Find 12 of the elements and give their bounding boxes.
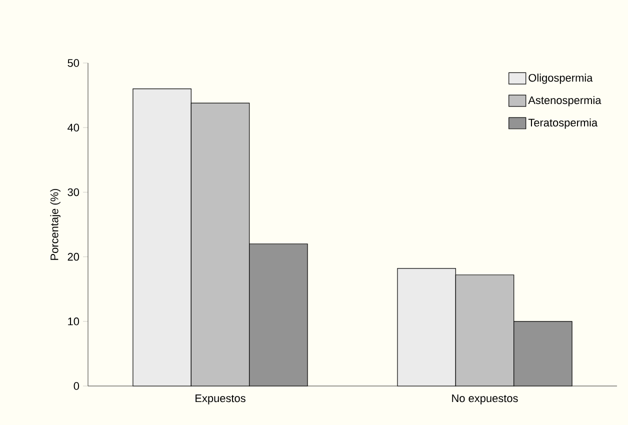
y-tick-label: 50 [68,59,80,67]
y-axis-title: Porcentaje (%) [50,188,60,260]
legend-label: Astenospermia [528,96,602,106]
x-tick-label: Expuestos [196,394,246,404]
legend-label: Teratospermia [528,118,598,129]
legend-label: Oligospermia [528,74,593,84]
y-tick-label: 10 [68,318,80,326]
x-tick-label: No expuestos [452,394,518,404]
y-tick-label: 0 [74,382,80,390]
y-tick-label: 40 [68,124,80,132]
y-tick-label: 20 [68,252,80,261]
y-tick-label: 30 [68,188,80,196]
